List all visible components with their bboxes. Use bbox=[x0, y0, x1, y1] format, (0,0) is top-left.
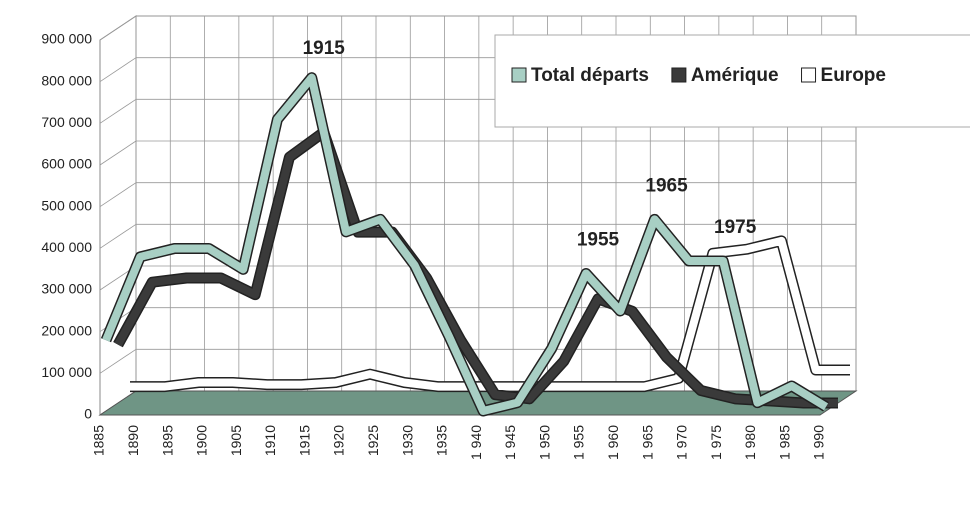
x-tick-label: 1890 bbox=[125, 425, 141, 456]
side-wall bbox=[99, 15, 137, 416]
legend-label: Europe bbox=[821, 65, 886, 86]
x-tick-label: 1 960 bbox=[605, 425, 621, 460]
x-tick-label: 1 945 bbox=[502, 425, 518, 460]
y-tick-label: 600 000 bbox=[41, 156, 92, 172]
legend-swatch bbox=[671, 67, 687, 83]
x-tick-label: 1910 bbox=[262, 425, 278, 456]
x-tick-label: 1 965 bbox=[639, 425, 655, 460]
legend-swatch bbox=[801, 67, 817, 83]
x-tick-label: 1925 bbox=[365, 425, 381, 456]
grid-line bbox=[99, 349, 137, 374]
y-tick-label: 300 000 bbox=[41, 281, 92, 297]
grid-line bbox=[99, 15, 137, 41]
annotation: 1975 bbox=[714, 217, 757, 238]
x-tick-label: 1 980 bbox=[742, 425, 758, 460]
y-tick-label: 800 000 bbox=[41, 72, 92, 88]
legend-box bbox=[494, 34, 970, 128]
x-tick-label: 1 975 bbox=[708, 425, 724, 460]
x-tick-label: 1900 bbox=[194, 425, 210, 456]
y-tick-label: 200 000 bbox=[41, 322, 92, 338]
y-tick-label: 400 000 bbox=[41, 239, 92, 255]
y-tick-label: 500 000 bbox=[41, 197, 92, 213]
x-tick-label: 1895 bbox=[159, 425, 175, 456]
legend-label: Total départs bbox=[531, 65, 649, 86]
annotation: 1955 bbox=[577, 230, 620, 251]
x-tick-label: 1920 bbox=[331, 425, 347, 456]
x-tick-label: 1 970 bbox=[674, 425, 690, 460]
grid-line bbox=[99, 224, 137, 249]
y-tick-label: 100 000 bbox=[41, 364, 92, 380]
x-tick-label: 1885 bbox=[91, 425, 107, 456]
x-tick-label: 1915 bbox=[296, 425, 312, 456]
x-tick-label: 1905 bbox=[228, 425, 244, 456]
grid-line bbox=[99, 182, 137, 207]
x-tick-label: 1 990 bbox=[811, 425, 827, 460]
x-tick-label: 1 940 bbox=[468, 425, 484, 460]
grid-line bbox=[99, 140, 137, 166]
line bbox=[102, 73, 829, 415]
x-tick-label: 1935 bbox=[434, 425, 450, 456]
x-tick-label: 1930 bbox=[399, 425, 415, 456]
y-tick-label: 900 000 bbox=[41, 31, 92, 47]
y-tick-label: 700 000 bbox=[41, 114, 92, 130]
line bbox=[114, 128, 838, 407]
grid-line bbox=[99, 57, 137, 82]
y-tick-label: 0 bbox=[84, 406, 92, 422]
legend-swatch bbox=[511, 67, 527, 83]
annotation: 1965 bbox=[645, 175, 688, 196]
x-tick-label: 1 955 bbox=[571, 425, 587, 460]
x-tick-label: 1 950 bbox=[536, 425, 552, 460]
x-tick-label: 1 985 bbox=[776, 425, 792, 460]
annotation: 1915 bbox=[303, 38, 346, 59]
grid-line bbox=[99, 99, 137, 124]
legend-label: Amérique bbox=[691, 65, 779, 86]
